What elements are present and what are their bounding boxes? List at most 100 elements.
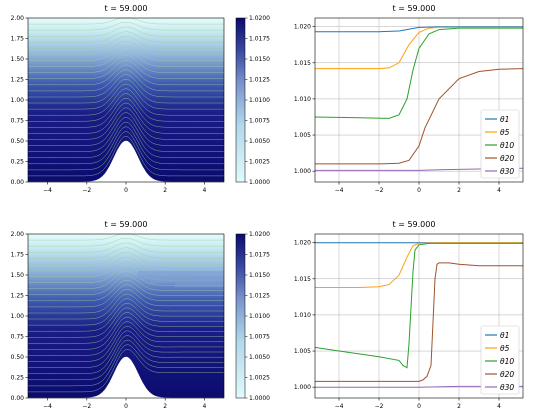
- y-tick-label: 1.75: [11, 36, 25, 43]
- y-tick-label: 1.50: [11, 272, 25, 279]
- contour-line: [28, 116, 224, 152]
- contour-line: [28, 289, 224, 314]
- y-tick-label: 1.020: [294, 240, 311, 247]
- x-tick-label: −4: [43, 187, 52, 194]
- y-tick-label: 1.25: [11, 293, 25, 300]
- legend-label: θ5: [500, 344, 510, 353]
- legend-label: θ20: [500, 370, 514, 379]
- x-tick-label: 0: [417, 403, 421, 410]
- heatmap-plot-area: [28, 233, 224, 399]
- contour-line: [28, 312, 224, 344]
- colorbar-tick-label: 1.0200: [249, 231, 270, 238]
- stratified-region: [131, 270, 224, 288]
- contour-line: [28, 40, 224, 55]
- heatmap-panel-bottom: t = 59.000 −4 −2 0 2 4 0.00 0.25 0.50 0.75 1.00 1.…: [11, 220, 271, 410]
- series-line: [315, 26, 523, 33]
- legend-box: [480, 325, 520, 395]
- contour-line: [28, 237, 224, 247]
- heatmap-axes: −4 −2 0 2 4 0.00 0.25 0.50 0.75 1.00 1.25 1.50 1.75 2…: [11, 15, 225, 194]
- contour-line: [28, 326, 224, 362]
- contour-line: [28, 36, 224, 49]
- y-tick-label: 0.50: [11, 354, 25, 361]
- x-tick-label: −2: [375, 187, 384, 194]
- legend-label: θ1: [500, 115, 509, 124]
- y-tick-label: 0.75: [11, 118, 25, 125]
- legend: θ1 θ5 θ10 θ20 θ30: [480, 109, 520, 179]
- y-tick-label: 2.00: [11, 231, 25, 238]
- colorbar-tick-label: 1.0100: [249, 97, 270, 104]
- line-chart-axes: −4 −2 0 2 4 1.000 1.005 1.010 1.015 1.020: [294, 17, 524, 194]
- contour-line: [28, 26, 224, 37]
- colorbar-tick-label: 1.0025: [249, 159, 270, 166]
- legend-label: θ1: [500, 331, 509, 340]
- y-tick-label: 1.00: [11, 313, 25, 320]
- contour-line: [28, 78, 224, 104]
- legend-box: [480, 109, 520, 179]
- y-tick-label: 1.010: [294, 96, 311, 103]
- contour-line: [28, 31, 224, 43]
- x-tick-label: 4: [497, 403, 501, 410]
- contour-line: [28, 55, 224, 73]
- x-tick-label: 4: [202, 403, 206, 410]
- contour-line: [28, 93, 224, 122]
- colorbar-tick-label: 1.0000: [249, 395, 270, 402]
- contour-line: [28, 284, 224, 308]
- heatmap-title: t = 59.000: [105, 220, 148, 229]
- line-chart-axes: −4 −2 0 2 4 1.000 1.005 1.010 1.015 1.020: [294, 233, 524, 410]
- y-tick-label: 0.00: [11, 179, 25, 186]
- line-plot-area: [314, 18, 524, 182]
- colorbar-tick-label: 1.0100: [249, 313, 270, 320]
- colorbar-tick-label: 1.0175: [249, 252, 270, 259]
- colorbar-tick-label: 1.0000: [249, 179, 270, 186]
- contour-line: [28, 307, 224, 338]
- y-tick-label: 1.015: [294, 276, 311, 283]
- colorbar-tick-label: 1.0150: [249, 272, 270, 279]
- y-tick-label: 1.25: [11, 77, 25, 84]
- contour-line: [28, 45, 224, 61]
- x-tick-label: 2: [457, 187, 461, 194]
- legend-label: θ10: [500, 357, 514, 366]
- x-tick-label: −2: [375, 403, 384, 410]
- x-tick-label: 4: [202, 187, 206, 194]
- x-tick-label: −4: [43, 403, 52, 410]
- y-tick-label: 1.75: [11, 252, 25, 259]
- colorbar-tick-label: 1.0075: [249, 334, 270, 341]
- colorbar-tick-label: 1.0200: [249, 15, 270, 22]
- colorbar: 1.0200 1.0175 1.0150 1.0125 1.0100 1.0075 1.00…: [235, 15, 270, 186]
- y-tick-label: 1.020: [294, 24, 311, 31]
- contour-line: [28, 21, 224, 31]
- contour-line: [28, 121, 224, 158]
- x-tick-label: −4: [335, 187, 344, 194]
- y-tick-label: 1.000: [294, 168, 311, 175]
- series-line: [315, 385, 523, 388]
- legend-label: θ5: [500, 128, 510, 137]
- contour-line: [28, 64, 224, 86]
- y-tick-label: 1.50: [11, 56, 25, 63]
- colorbar-tick-label: 1.0050: [249, 138, 270, 145]
- legend: θ1 θ5 θ10 θ20 θ30: [480, 325, 520, 395]
- series-line: [315, 262, 523, 382]
- series-line: [314, 242, 523, 369]
- x-tick-label: 2: [457, 403, 461, 410]
- y-tick-label: 1.00: [11, 97, 25, 104]
- y-tick-label: 0.25: [11, 375, 25, 382]
- heatmap-title: t = 59.000: [105, 4, 148, 13]
- colorbar-gradient: [235, 17, 246, 183]
- contour-line: [28, 349, 224, 393]
- contour-line: [28, 344, 224, 387]
- contour-line: [28, 298, 224, 326]
- series-line: [315, 68, 524, 165]
- colorbar: 1.0200 1.0175 1.0150 1.0125 1.0100 1.0075 1.00…: [235, 231, 270, 402]
- x-tick-label: 0: [417, 187, 421, 194]
- x-tick-label: −4: [335, 403, 344, 410]
- colorbar-tick-label: 1.0050: [249, 354, 270, 361]
- colorbar-tick-label: 1.0175: [249, 36, 270, 43]
- line-plot-area: [314, 234, 523, 398]
- heatmap-plot-area: [28, 17, 224, 183]
- x-tick-label: 4: [497, 187, 501, 194]
- contour-line: [28, 74, 224, 98]
- contour-line: [28, 97, 224, 128]
- y-tick-label: 1.005: [294, 132, 311, 139]
- series-line: [315, 26, 523, 70]
